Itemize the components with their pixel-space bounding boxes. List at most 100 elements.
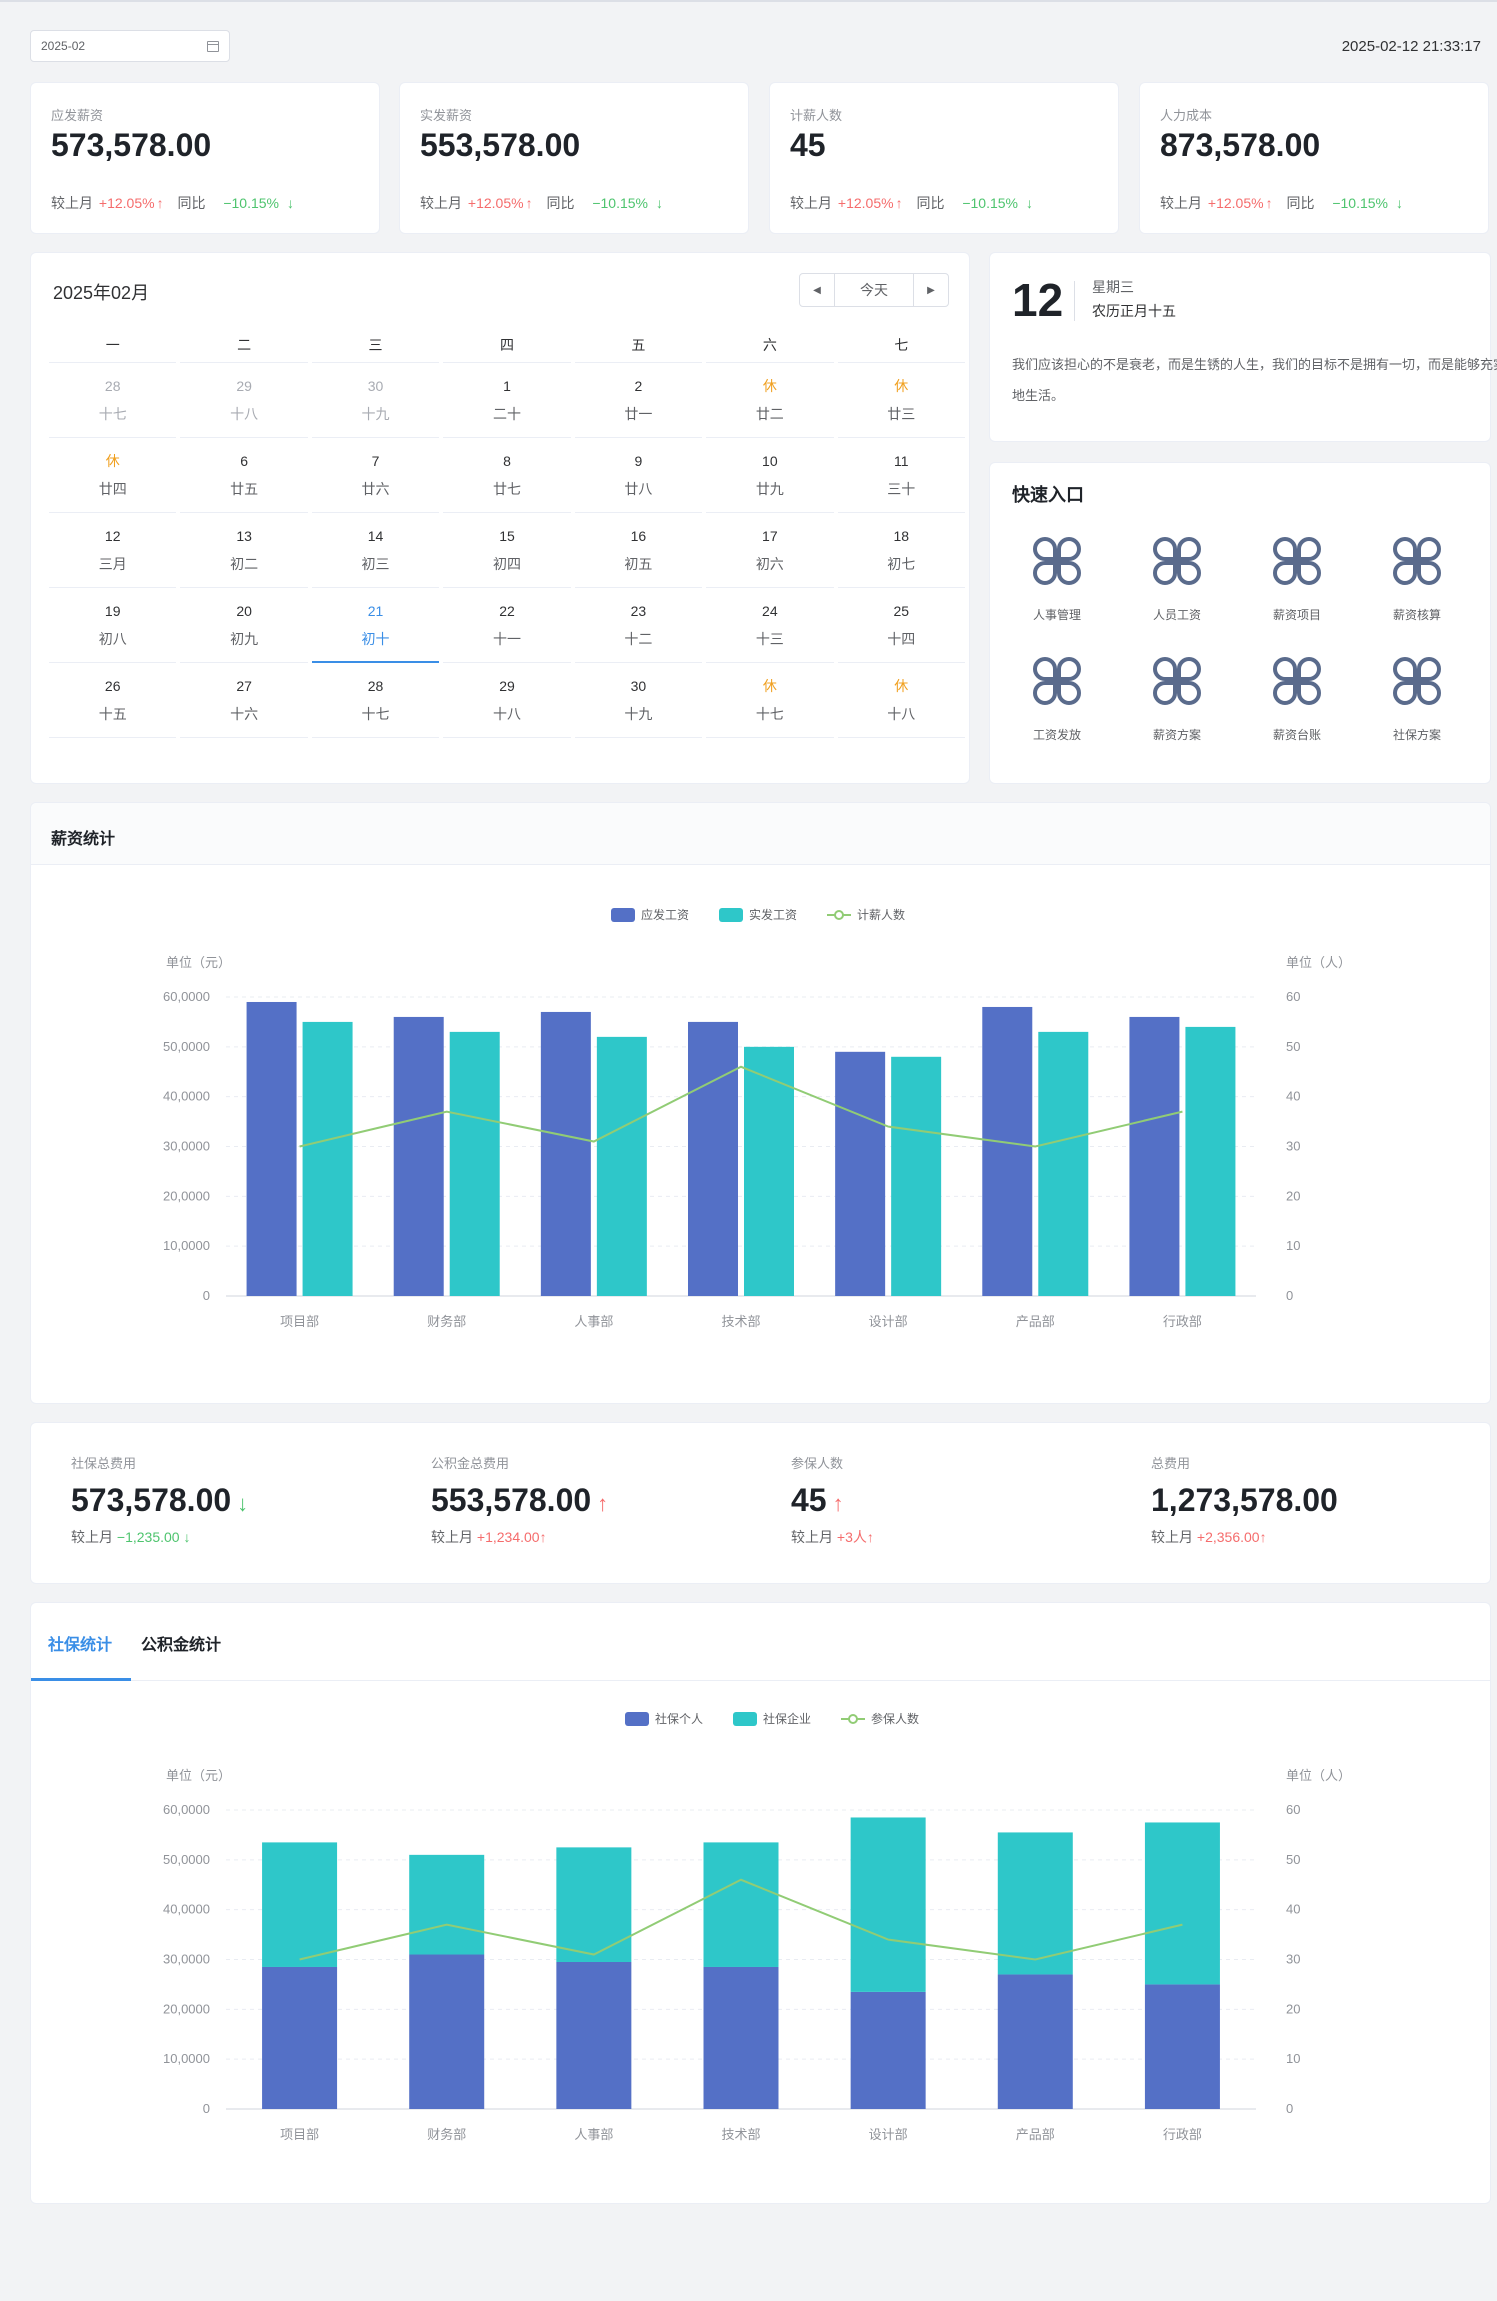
calendar-day-number: 20 xyxy=(236,603,252,619)
quick-entry-item[interactable]: 人员工资 xyxy=(1122,533,1232,633)
calendar-day-cell[interactable]: 17 初六 xyxy=(706,513,834,588)
calendar-day-cell[interactable]: 休廿三 xyxy=(837,363,965,438)
x-tick-label: 项目部 xyxy=(280,1314,319,1329)
calendar-day-cell[interactable]: 22 十一 xyxy=(443,588,571,663)
calendar-title: 2025年02月 xyxy=(53,283,150,303)
calendar-day-cell[interactable]: 28 十七 xyxy=(311,663,440,738)
calendar-day-cell[interactable]: 8 廿七 xyxy=(443,438,571,513)
calendar-day-cell[interactable]: 7 廿六 xyxy=(311,438,440,513)
calendar-week-row: 12 三月 13 初二 14 初三 15 初四 16 初五 17 初六 18 初七 xyxy=(47,513,967,588)
legend-label: 计薪人数 xyxy=(857,907,905,922)
down-arrow-icon: ↓ xyxy=(656,195,664,211)
calendar-day-cell[interactable]: 6 廿五 xyxy=(180,438,308,513)
calendar-day-number: 23 xyxy=(630,603,647,619)
calendar-day-cell[interactable]: 15 初四 xyxy=(443,513,571,588)
tab-housing-fund[interactable]: 公积金统计 xyxy=(141,1637,222,1654)
tab-social-insurance[interactable]: 社保统计 xyxy=(48,1637,113,1654)
calendar-lunar-date: 十七 xyxy=(361,706,390,722)
calendar-day-number: 28 xyxy=(104,378,121,394)
x-tick-label: 产品部 xyxy=(1016,1314,1055,1329)
prev-month-button[interactable]: ◀ xyxy=(813,284,821,296)
quick-entry-item[interactable]: 工资发放 xyxy=(1002,653,1112,753)
calendar-day-cell[interactable]: 28 十七 xyxy=(49,363,177,438)
quick-entry-item[interactable]: 薪资项目 xyxy=(1242,533,1352,633)
y-axis-label: 单位（元） xyxy=(166,1768,231,1783)
calendar-day-cell[interactable]: 11 三十 xyxy=(837,438,965,513)
calendar-lunar-date: 十四 xyxy=(887,631,916,647)
calendar-day-cell[interactable]: 14 初三 xyxy=(311,513,440,588)
calendar-day-cell[interactable]: 20 初九 xyxy=(180,588,308,663)
quick-entry-card: 快速入口 人事管理 人员工资 薪资项目 薪资核算 工资发放 薪资方案 薪资台账 社保方案 xyxy=(989,462,1491,784)
calendar-day-number: 17 xyxy=(762,528,778,544)
social-stat-value: 1,273,578.00 xyxy=(1151,1482,1491,1519)
y2-tick-label: 60 xyxy=(1286,989,1300,1004)
calendar-day-number: 19 xyxy=(104,603,121,619)
bar xyxy=(850,1991,926,2109)
calendar-day-cell[interactable]: 休十七 xyxy=(706,663,834,738)
calendar-day-cell[interactable]: 2 廿一 xyxy=(574,363,703,438)
calendar-day-cell[interactable]: 19 初八 xyxy=(49,588,177,663)
social-stat-number: 553,578.00 xyxy=(431,1482,592,1518)
calendar-day-cell[interactable]: 30 十九 xyxy=(574,663,703,738)
social-chart-card: 社保统计 公积金统计 社保个人 社保企业 参保人数 单位（元） 单位（人） 0 0 10,00… xyxy=(30,1602,1491,2204)
calendar-day-cell[interactable]: 16 初五 xyxy=(574,513,703,588)
legend-label: 社保企业 xyxy=(763,1711,811,1726)
chart-legend: 社保个人 社保企业 参保人数 xyxy=(625,1711,919,1726)
x-tick-label: 财务部 xyxy=(427,1314,466,1329)
bar xyxy=(997,1974,1073,2109)
bar xyxy=(1129,1016,1180,1296)
next-month-button[interactable]: ▶ xyxy=(927,284,935,296)
social-stat-grand-total: 总费用 1,273,578.00 较上月 +2,356.00↑ xyxy=(1151,1453,1491,1547)
y-tick-label: 0 xyxy=(203,2101,210,2116)
today-button[interactable]: 今天 xyxy=(834,274,914,306)
x-tick-label: 项目部 xyxy=(280,2127,319,2142)
quick-entry-item[interactable]: 薪资台账 xyxy=(1242,653,1352,753)
calendar-day-cell[interactable]: 12 三月 xyxy=(49,513,177,588)
calendar-lunar-date: 廿四 xyxy=(98,481,127,497)
bar xyxy=(982,1006,1033,1296)
month-picker[interactable]: 2025-02 xyxy=(30,30,230,62)
yoy-value: −10.15% xyxy=(592,195,649,211)
bar xyxy=(262,1842,338,1967)
y2-tick-label: 20 xyxy=(1286,1188,1300,1203)
calendar-day-cell[interactable]: 13 初二 xyxy=(180,513,308,588)
calendar-day-cell[interactable]: 休十八 xyxy=(837,663,965,738)
legend-swatch xyxy=(625,1712,649,1726)
calendar-day-cell[interactable]: 休廿四 xyxy=(49,438,177,513)
calendar-day-cell[interactable]: 1 二十 xyxy=(443,363,571,438)
calendar-day-cell[interactable]: 29 十八 xyxy=(180,363,308,438)
y-tick-label: 50,0000 xyxy=(163,1039,210,1054)
calendar-lunar-date: 十三 xyxy=(755,631,784,647)
calendar-lunar-date: 初九 xyxy=(230,631,259,647)
quick-entry-item[interactable]: 人事管理 xyxy=(1002,533,1112,633)
mom-value: +12.05% xyxy=(1207,195,1264,211)
calendar-day-cell[interactable]: 10 廿九 xyxy=(706,438,834,513)
calendar-week-row: 26 十五 27 十六 28 十七 29 十八 30 十九休十七休十八 xyxy=(47,663,967,738)
quick-entry-item[interactable]: 薪资核算 xyxy=(1362,533,1472,633)
calendar-day-cell[interactable]: 24 十三 xyxy=(706,588,834,663)
calendar-day-cell[interactable]: 26 十五 xyxy=(49,663,177,738)
calendar-day-cell[interactable]: 29 十八 xyxy=(443,663,571,738)
calendar-lunar-date: 初四 xyxy=(492,556,521,572)
calendar-icon[interactable] xyxy=(207,40,219,52)
y2-tick-label: 40 xyxy=(1286,1089,1300,1104)
calendar-day-cell[interactable]: 25 十四 xyxy=(837,588,965,663)
quick-entry-item[interactable]: 薪资方案 xyxy=(1122,653,1232,753)
weekday-label: 三 xyxy=(311,327,440,363)
calendar-day-cell[interactable]: 休廿二 xyxy=(706,363,834,438)
bar xyxy=(409,1854,485,1955)
bar xyxy=(703,1966,779,2109)
month-picker-value[interactable]: 2025-02 xyxy=(41,39,86,53)
calendar-day-cell[interactable]: 9 廿八 xyxy=(574,438,703,513)
social-stat-insured: 参保人数 45 ↑ 较上月 +3人↑ xyxy=(791,1453,1131,1547)
calendar-day-cell[interactable]: 18 初七 xyxy=(837,513,965,588)
calendar-day-cell[interactable]: 30 十九 xyxy=(311,363,440,438)
y2-axis-label: 单位（人） xyxy=(1286,1768,1351,1783)
clover-icon xyxy=(1269,533,1325,594)
calendar-day-number: 27 xyxy=(236,678,252,694)
calendar-day-cell[interactable]: 21 初十 xyxy=(311,588,440,663)
calendar-day-cell[interactable]: 23 十二 xyxy=(574,588,703,663)
calendar-day-cell[interactable]: 27 十六 xyxy=(180,663,308,738)
calendar-day-number: 休 xyxy=(105,453,120,469)
quick-entry-item[interactable]: 社保方案 xyxy=(1362,653,1472,753)
